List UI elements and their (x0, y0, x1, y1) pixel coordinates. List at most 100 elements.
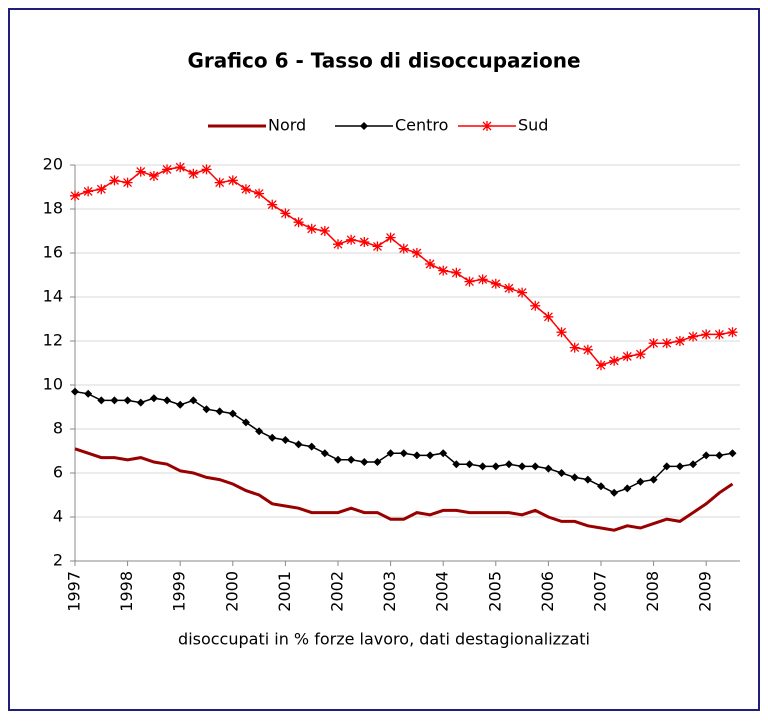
point (385, 232, 396, 243)
x-tick-label: 1999 (170, 571, 189, 612)
point (334, 455, 342, 464)
point (491, 462, 500, 471)
x-tick-label: 2006 (538, 571, 557, 612)
point (635, 349, 646, 360)
point (623, 484, 632, 493)
point (425, 259, 436, 269)
point (596, 360, 606, 371)
point (531, 462, 540, 471)
point (254, 188, 265, 199)
point (97, 396, 106, 405)
y-tick-label: 10 (43, 375, 63, 394)
point (84, 389, 93, 398)
point (597, 482, 605, 491)
point (570, 473, 579, 482)
point (530, 300, 541, 311)
point (399, 449, 408, 458)
point (556, 327, 567, 338)
y-tick-label: 2 (53, 551, 63, 570)
point (346, 234, 357, 245)
point (71, 387, 79, 396)
point (583, 475, 592, 484)
x-tick-label: 2001 (275, 571, 294, 612)
y-tick-label: 6 (53, 463, 63, 482)
point (175, 162, 186, 173)
x-tick-label: 2007 (591, 571, 610, 612)
point (122, 177, 133, 188)
point (136, 398, 145, 407)
y-tick-label: 12 (43, 331, 63, 350)
legend-label: Centro (395, 116, 448, 135)
legend-label: Nord (268, 116, 306, 135)
point (518, 462, 527, 471)
point (398, 243, 409, 254)
point (307, 442, 316, 451)
point (294, 440, 303, 449)
series-line (74, 447, 734, 532)
x-tick-label: 1997 (65, 571, 84, 612)
point (372, 241, 383, 252)
point (675, 462, 684, 471)
point (255, 427, 264, 436)
point (202, 405, 211, 414)
point (281, 436, 290, 444)
y-tick-label: 14 (43, 287, 63, 306)
point (188, 168, 199, 179)
point (662, 462, 671, 471)
point (517, 287, 528, 298)
point (280, 208, 291, 219)
point (306, 223, 317, 234)
point (636, 477, 645, 486)
point (163, 396, 172, 405)
point (543, 311, 554, 322)
point (359, 237, 370, 247)
point (148, 171, 159, 181)
point (610, 488, 619, 497)
y-tick-label: 20 (43, 155, 63, 174)
point (215, 407, 224, 416)
point (214, 177, 225, 188)
point (162, 164, 173, 175)
x-tick-label: 2002 (328, 571, 347, 612)
point (477, 274, 488, 285)
point (688, 331, 699, 342)
point (504, 460, 513, 469)
point (715, 451, 724, 460)
point (674, 336, 685, 346)
point (426, 451, 435, 460)
point (569, 342, 580, 353)
point (149, 394, 158, 403)
point (319, 226, 330, 236)
point (123, 396, 132, 405)
point (373, 458, 382, 466)
point (451, 267, 462, 278)
point (412, 451, 421, 460)
point (439, 449, 448, 458)
chart-title: Grafico 6 - Tasso di disoccupazione (187, 49, 580, 73)
x-tick-label: 2000 (222, 571, 241, 612)
point (96, 184, 107, 195)
point (320, 449, 329, 458)
x-tick-label: 1998 (117, 571, 136, 612)
point (360, 122, 368, 130)
x-tick-label: 2005 (485, 571, 504, 612)
point (727, 327, 738, 338)
x-tick-label: 2009 (696, 571, 715, 612)
point (438, 265, 449, 276)
point (714, 329, 725, 340)
point (109, 175, 120, 186)
point (333, 239, 343, 250)
point (268, 433, 277, 442)
y-tick-label: 18 (43, 199, 63, 218)
point (411, 248, 422, 258)
point (701, 329, 712, 340)
point (465, 460, 474, 469)
point (557, 469, 566, 477)
point (482, 121, 492, 131)
point (478, 462, 487, 471)
point (240, 184, 251, 195)
point (728, 449, 737, 458)
point (83, 186, 94, 197)
x-axis-label: disoccupati in % forze lavoro, dati dest… (178, 630, 590, 649)
